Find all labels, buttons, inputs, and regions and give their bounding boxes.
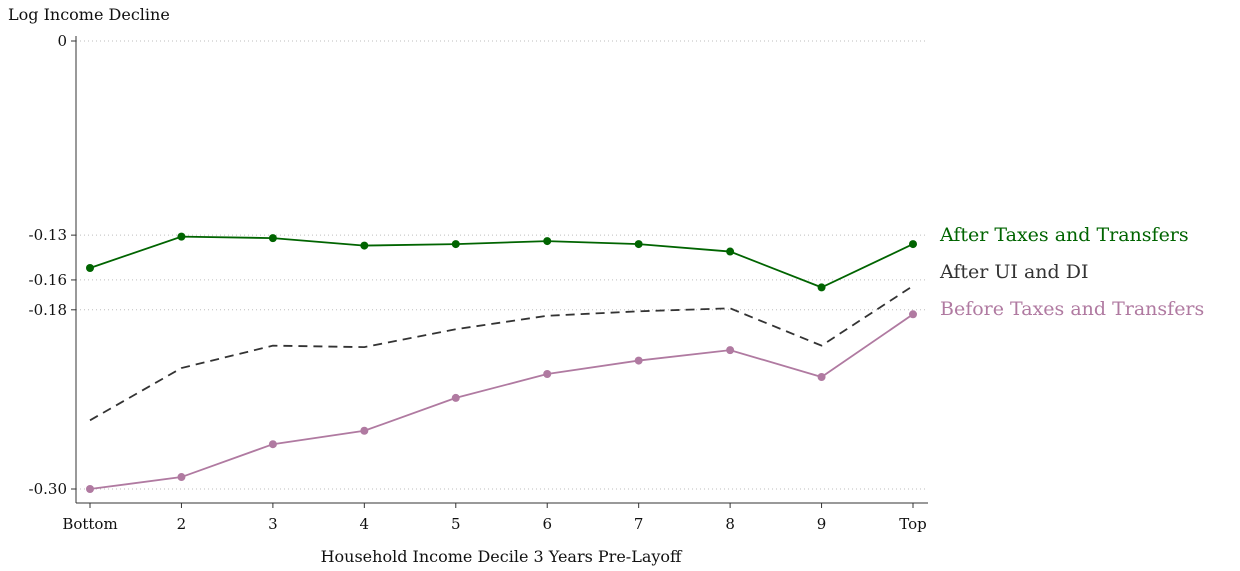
legend-label: After UI and DI	[939, 261, 1088, 283]
data-point	[817, 373, 826, 381]
data-point	[634, 240, 643, 249]
data-point	[451, 240, 460, 249]
x-tick-label: Bottom	[62, 515, 117, 533]
legend-label: Before Taxes and Transfers	[940, 298, 1204, 320]
axes	[75, 36, 928, 504]
y-tick-label: -0.18	[29, 301, 67, 319]
x-tick-label: 6	[542, 515, 552, 533]
y-tick-label: 0	[57, 32, 67, 50]
data-point	[86, 485, 94, 493]
data-point	[177, 232, 186, 241]
legend: After Taxes and Transfers After UI and DI…	[939, 224, 1204, 320]
x-tick-label: Top	[899, 515, 926, 533]
y-tick-label: -0.30	[29, 480, 67, 498]
y-tick-label: -0.16	[29, 271, 67, 289]
data-point	[360, 426, 369, 435]
x-tick-label: 7	[634, 515, 644, 533]
y-tick-label: -0.13	[29, 226, 67, 244]
data-point	[726, 247, 735, 256]
x-axis-title: Household Income Decile 3 Years Pre-Layo…	[321, 547, 683, 566]
legend-label: After Taxes and Transfers	[939, 224, 1189, 246]
data-point	[909, 310, 917, 319]
data-point	[268, 440, 277, 449]
series-line	[89, 313, 914, 490]
data-point	[360, 241, 369, 250]
x-ticks: Bottom 2 3 4 5 6 7 8 9 Top	[62, 503, 927, 533]
data-point	[817, 283, 826, 292]
series-layer	[86, 232, 917, 493]
data-point	[726, 346, 735, 355]
data-point	[268, 234, 277, 243]
series-line	[89, 235, 914, 289]
x-tick-label: 3	[268, 515, 278, 533]
x-tick-label: 5	[451, 515, 461, 533]
data-point	[86, 263, 94, 272]
data-point	[543, 237, 552, 246]
series-line	[89, 285, 914, 422]
x-tick-label: 2	[177, 515, 187, 533]
data-point	[451, 393, 460, 402]
x-tick-label: 9	[817, 515, 827, 533]
grid-lines	[76, 40, 928, 490]
data-point	[909, 240, 917, 249]
x-tick-label: 8	[725, 515, 735, 533]
data-point	[177, 473, 186, 482]
data-point	[543, 370, 552, 379]
y-ticks: 0 -0.13 -0.16 -0.18 -0.30	[29, 32, 76, 498]
data-point	[634, 356, 643, 365]
y-axis-title: Log Income Decline	[8, 5, 170, 24]
x-tick-label: 4	[360, 515, 370, 533]
